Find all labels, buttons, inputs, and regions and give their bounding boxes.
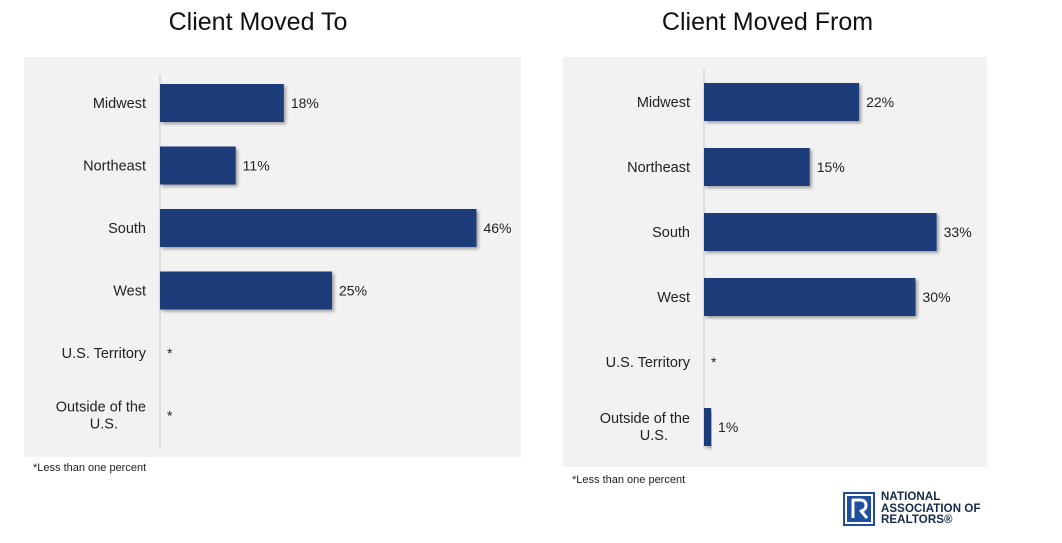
category-label: Northeast (83, 159, 146, 175)
logo-wordmark: NATIONAL ASSOCIATION OF REALTORS® (881, 491, 981, 527)
category-label: Midwest (637, 95, 690, 111)
bar (704, 213, 937, 251)
category-label: Outside of the U.S. (600, 411, 690, 444)
realtor-r-logo-icon (843, 492, 875, 526)
chart-title-moved-to: Client Moved To (168, 8, 348, 36)
value-label: 30% (923, 289, 951, 305)
category-label: West (657, 290, 690, 306)
bar (160, 146, 236, 185)
logo-line-2: ASSOCIATION OF (881, 502, 981, 515)
bar (704, 278, 916, 316)
category-label: U.S. Territory (62, 346, 147, 362)
value-label: * (167, 408, 173, 424)
value-label: * (167, 345, 173, 361)
value-label: 22% (866, 94, 894, 110)
category-label: U.S. Territory (606, 355, 691, 371)
category-label: South (652, 225, 690, 241)
category-label: West (113, 284, 146, 300)
category-label: Midwest (93, 96, 146, 112)
value-label: 11% (243, 158, 270, 174)
value-label: 18% (291, 95, 319, 111)
chart-title-moved-from: Client Moved From (661, 8, 874, 36)
footnote-moved-to: *Less than one percent (33, 462, 147, 474)
value-label: 15% (817, 159, 845, 175)
nar-logo: NATIONAL ASSOCIATION OF REALTORS® (843, 491, 983, 527)
category-label: Outside of the U.S. (56, 400, 146, 433)
bar (160, 209, 477, 247)
footnote-moved-from: *Less than one percent (572, 474, 686, 486)
value-label: 1% (718, 419, 738, 435)
bar (160, 84, 284, 122)
value-label: * (711, 354, 717, 370)
chart-moved-from: Midwest 22% Northeast 15% South 33% West 30% U.S… (600, 69, 972, 449)
bar (704, 408, 712, 446)
category-label: South (108, 221, 146, 237)
value-label: 33% (944, 224, 972, 240)
bar (704, 148, 810, 186)
logo-line-3: REALTORS® (881, 514, 953, 526)
chart-moved-to: Midwest 18% Northeast 11% South 46% West 25% U.S… (56, 75, 512, 449)
category-label: Northeast (627, 160, 690, 176)
value-label: 46% (483, 220, 511, 236)
logo-line-1: NATIONAL (881, 491, 941, 503)
value-label: 25% (339, 283, 367, 299)
bar (160, 271, 332, 310)
chart-panel-moved-from: Midwest 22% Northeast 15% South 33% West 30% U.S… (563, 57, 987, 467)
bar (704, 83, 860, 121)
chart-panel-moved-to: Midwest 18% Northeast 11% South 46% West 25% U.S… (24, 57, 521, 457)
